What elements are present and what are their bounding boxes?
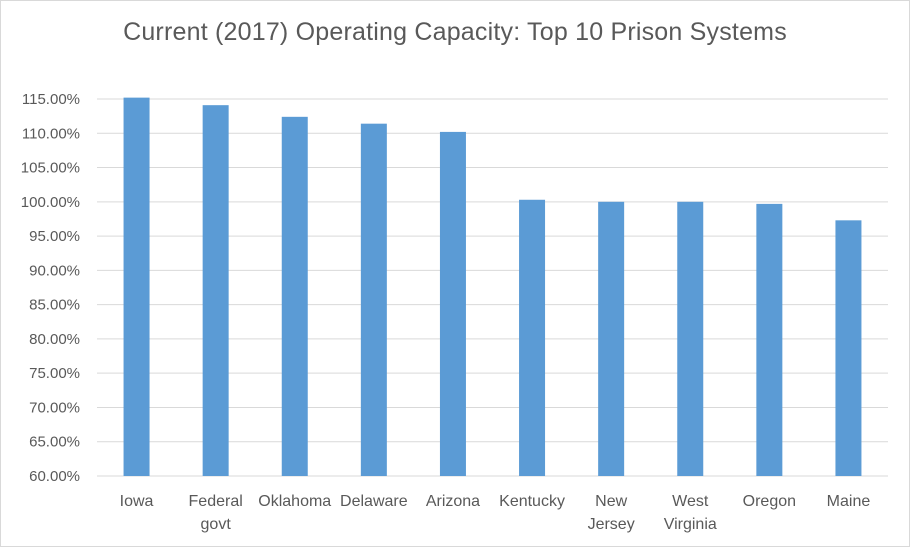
x-category-label: Delaware [340,493,408,510]
x-category-label: Iowa [120,493,154,510]
y-tick-label: 65.00% [29,434,80,451]
y-axis-tick-labels: 60.00% 65.00% 70.00% 75.00% 80.00% 85.00% 90.0… [21,91,80,485]
bar [835,220,862,476]
x-category-label: Arizona [426,493,480,510]
bar [202,105,229,476]
y-tick-label: 70.00% [29,399,80,416]
bar [439,131,466,476]
bar [598,201,625,476]
bar [360,123,387,476]
y-tick-label: 90.00% [29,262,80,279]
x-axis-category-labels: Iowa Federal govt Oklahoma Delaware Arizona Ke… [120,493,871,533]
x-category-label: West Virginia [664,493,717,533]
x-category-label: Oregon [743,493,796,510]
y-tick-label: 105.00% [21,160,80,177]
bar [677,201,704,476]
bar [756,203,783,476]
y-tick-label: 60.00% [29,468,80,485]
x-category-label: Oklahoma [258,493,331,510]
bar [519,199,546,476]
chart-title: Current (2017) Operating Capacity: Top 1… [123,18,787,46]
gridlines [97,98,888,477]
y-tick-label: 115.00% [22,91,80,108]
x-category-label: Maine [827,493,871,510]
y-tick-label: 75.00% [29,365,80,382]
bars [123,97,862,477]
y-tick-label: 85.00% [29,297,80,314]
bar [281,116,308,477]
x-category-label: New Jersey [588,493,635,533]
y-tick-label: 110.00% [22,125,80,142]
y-tick-label: 100.00% [21,194,80,211]
y-tick-label: 95.00% [29,228,80,245]
y-tick-label: 80.00% [29,331,80,348]
x-category-label: Federal govt [189,493,243,533]
x-category-label: Kentucky [499,493,565,510]
bar [123,97,150,476]
